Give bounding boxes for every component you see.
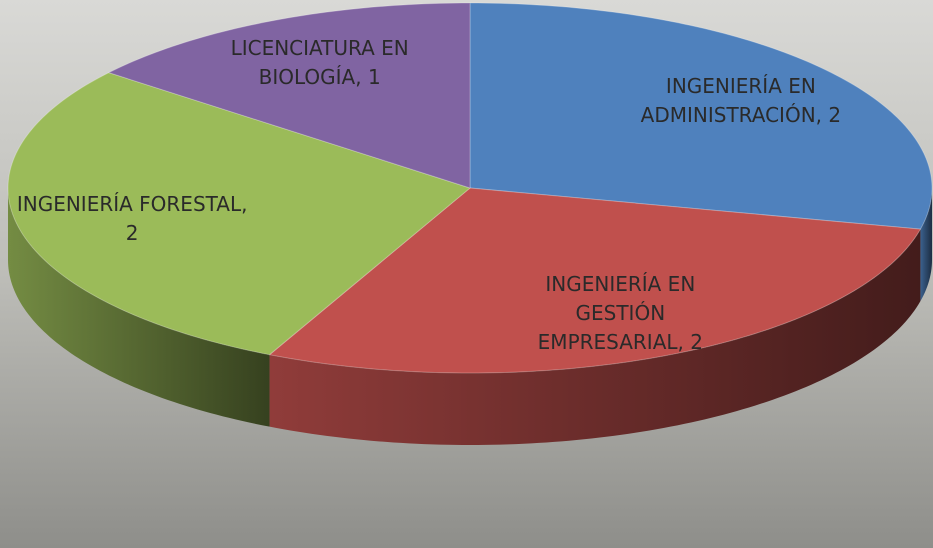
label-box: LICENCIATURA EN BIOLOGÍA, 1 — [230, 35, 409, 89]
slice — [7, 72, 472, 356]
data-label: INGENIERÍA EN GESTIÓN EMPRESARIAL, 2 — [537, 271, 703, 354]
label-box: INGENIERÍA EN GESTIÓN EMPRESARIAL, 2 — [537, 271, 703, 354]
data-label: LICENCIATURA EN BIOLOGÍA, 1 — [230, 35, 409, 89]
slice-side — [269, 229, 921, 445]
slice — [268, 187, 922, 374]
label-box: INGENIERÍA EN ADMINISTRACIÓN, 2 — [640, 74, 842, 128]
slice-side — [920, 188, 932, 302]
slice — [107, 2, 471, 189]
data-label: INGENIERÍA FORESTAL, 2 — [16, 191, 248, 245]
label-box: INGENIERÍA FORESTAL, 2 — [16, 191, 248, 245]
data-label: INGENIERÍA EN ADMINISTRACIÓN, 2 — [640, 74, 842, 128]
slice-side — [8, 188, 270, 427]
slice — [469, 2, 933, 230]
